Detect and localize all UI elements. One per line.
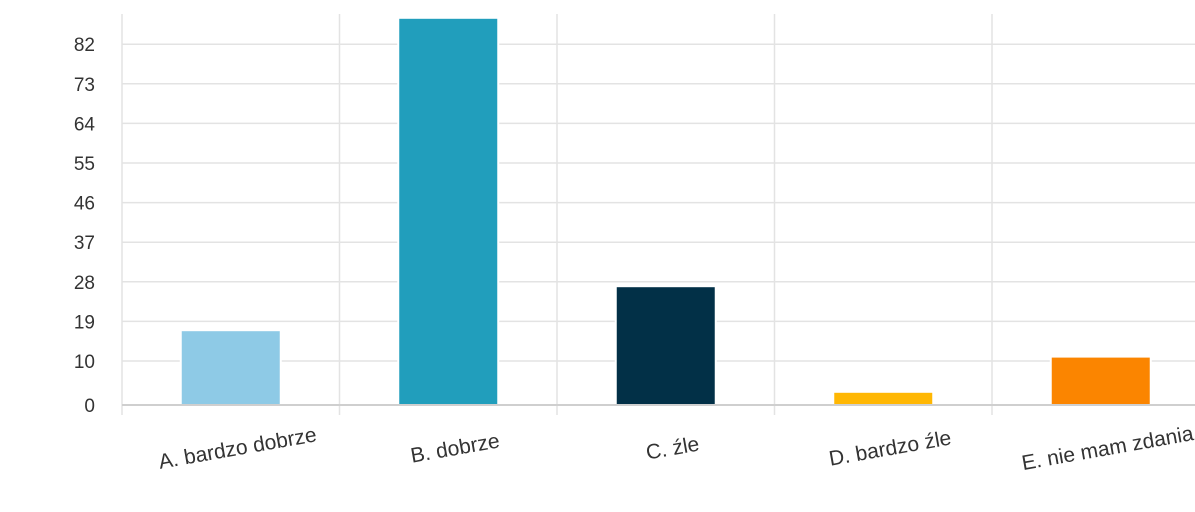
y-tick-label: 10 (74, 352, 95, 373)
y-tick-label: 64 (74, 114, 96, 135)
y-tick-labels: 0 10 19 28 37 46 55 64 73 82 (74, 35, 96, 417)
y-tick-label: 0 (84, 396, 95, 417)
bars (179, 16, 1152, 407)
bar (397, 16, 500, 407)
y-tick-label: 19 (74, 312, 95, 333)
x-tick-label: C. źle (644, 433, 701, 465)
y-tick-label: 82 (74, 35, 95, 56)
category-labels: A. bardzo dobrze B. dobrze C. źle D. bardzo… (157, 422, 1195, 475)
bar (832, 390, 935, 406)
x-tick-label: B. dobrze (409, 429, 502, 467)
y-tick-label: 46 (74, 194, 95, 215)
bar (614, 285, 717, 407)
bar (1049, 355, 1152, 407)
y-tick-label: 28 (74, 273, 95, 294)
y-tick-label: 37 (74, 233, 95, 254)
bar (179, 329, 282, 407)
x-tick-label: E. nie mam zdania (1020, 422, 1195, 475)
x-tick-label: A. bardzo dobrze (157, 423, 319, 473)
y-tick-label: 55 (74, 154, 95, 175)
grid-lines (121, 14, 1195, 415)
y-tick-label: 73 (74, 75, 95, 96)
x-tick-label: D. bardzo źle (827, 427, 953, 471)
